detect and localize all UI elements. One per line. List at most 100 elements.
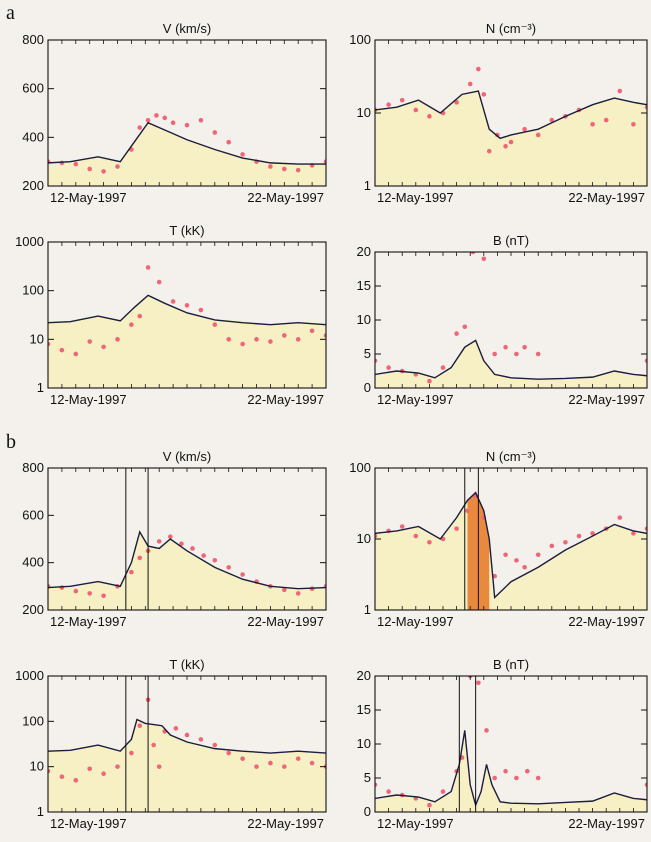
observed-point (503, 143, 508, 149)
observed-point (427, 114, 432, 119)
observed-point (59, 347, 65, 353)
observed-point (226, 565, 231, 570)
observed-point (454, 526, 459, 531)
observed-point (226, 139, 231, 145)
y-tick-label: 400 (22, 129, 44, 144)
model-line (375, 730, 647, 808)
chart-5: 1 10 100 12-May-1997 22-May-1997 N (cm⁻³) (349, 449, 648, 629)
x-tick-label: 22-May-1997 (568, 816, 645, 831)
observed-point (476, 680, 481, 686)
observed-point (240, 572, 245, 577)
y-tick-label: 600 (22, 507, 44, 522)
x-tick-label: 12-May-1997 (377, 614, 454, 629)
x-tick-label: 22-May-1997 (568, 614, 645, 629)
model-area (375, 340, 647, 388)
observed-point (503, 344, 508, 350)
y-tick-label: 1 (37, 380, 44, 395)
model-line (48, 718, 326, 754)
y-tick-label: 10 (30, 759, 44, 774)
y-tick-label: 1 (37, 804, 44, 819)
model-line (48, 530, 326, 590)
observed-point (198, 737, 204, 742)
observed-point (309, 760, 315, 766)
observed-point (590, 122, 595, 127)
y-tick-label: 100 (22, 713, 44, 728)
observed-point (465, 508, 470, 514)
observed-point (170, 120, 176, 126)
chart-4: 200 400 600 800 12-May-1997 22-May-1997 V (km/… (22, 449, 327, 629)
y-tick-label: 20 (357, 244, 371, 259)
observed-point (486, 148, 492, 154)
observed-point (503, 552, 508, 558)
chart-title: N (cm⁻³) (486, 449, 536, 464)
observed-point (73, 588, 79, 594)
observed-point (101, 169, 106, 174)
observed-point (295, 167, 301, 173)
observed-point (484, 728, 489, 733)
observed-point (282, 764, 287, 769)
observed-point (282, 333, 287, 338)
x-tick-label: 22-May-1997 (568, 392, 645, 407)
observed-point (282, 587, 287, 593)
observed-point (462, 324, 468, 330)
observed-point (184, 732, 190, 738)
observed-point (375, 782, 378, 788)
chart-title: B (nT) (493, 657, 529, 672)
observed-point (399, 524, 405, 529)
observed-point (115, 337, 120, 342)
observed-point (87, 591, 92, 596)
observed-point (240, 756, 245, 761)
panel-label-a: a (6, 2, 15, 24)
observed-point (617, 88, 623, 94)
y-tick-label: 100 (349, 460, 371, 475)
chart-3: 0 5 10 15 20 12-May-1997 22-May-1997 B (nT) (357, 233, 648, 407)
observed-point (73, 351, 79, 357)
y-tick-label: 200 (22, 178, 44, 193)
x-tick-label: 22-May-1997 (568, 190, 645, 205)
observed-point (162, 115, 168, 121)
chart-6: 1 10 100 1000 12-May-1997 22-May-1997 T (kK) (15, 657, 327, 831)
observed-point (503, 768, 508, 774)
x-tick-label: 22-May-1997 (247, 392, 324, 407)
observed-point (137, 555, 143, 561)
model-area (48, 295, 326, 388)
model-line (375, 339, 647, 380)
observed-point (631, 122, 636, 127)
model-line (48, 294, 326, 326)
x-tick-label: 12-May-1997 (50, 614, 127, 629)
y-tick-label: 1 (364, 602, 371, 617)
observed-point (644, 526, 647, 531)
model-area (375, 492, 647, 610)
y-tick-label: 5 (364, 770, 371, 785)
observed-point (198, 307, 204, 313)
model-area (375, 730, 647, 812)
observed-point (137, 313, 143, 319)
y-tick-label: 100 (22, 283, 44, 298)
observed-point (129, 750, 134, 756)
observed-point (254, 764, 259, 769)
chart-7: 0 5 10 15 20 12-May-1997 22-May-1997 B (nT) (357, 657, 648, 831)
observed-point (399, 97, 405, 103)
observed-point (73, 161, 79, 167)
observed-point (170, 299, 176, 304)
x-tick-label: 22-May-1997 (247, 614, 324, 629)
observed-point (492, 351, 497, 357)
observed-point (101, 593, 106, 599)
chart-title: V (km/s) (163, 21, 211, 36)
observed-point (184, 303, 190, 308)
observed-point (467, 81, 473, 87)
observed-point (309, 328, 315, 334)
observed-point (563, 539, 568, 545)
observed-point (48, 341, 51, 347)
x-tick-label: 12-May-1997 (50, 190, 127, 205)
observed-point (145, 118, 151, 123)
observed-point (375, 533, 378, 539)
observed-point (73, 778, 79, 783)
y-tick-label: 400 (22, 555, 44, 570)
observed-point (508, 139, 514, 145)
observed-point (129, 569, 134, 575)
observed-point (212, 322, 218, 327)
observed-point (440, 365, 446, 370)
chart-title: N (cm⁻³) (486, 21, 536, 36)
